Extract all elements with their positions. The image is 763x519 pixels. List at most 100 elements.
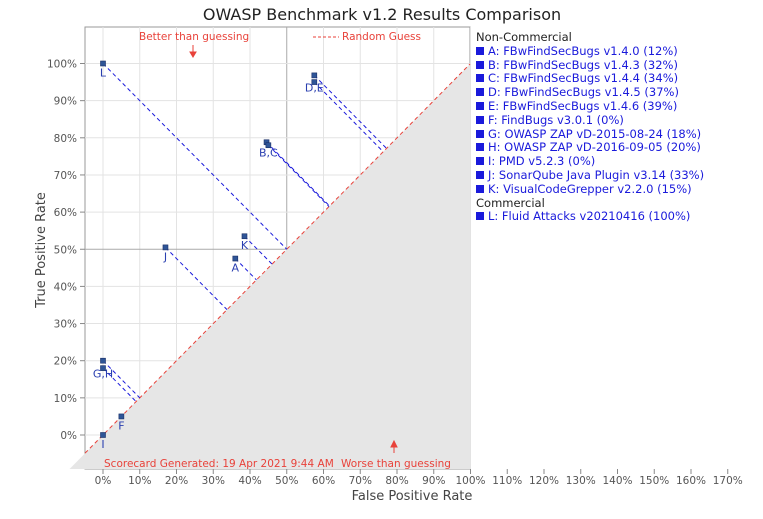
legend-item-label: L: Fluid Attacks v20210416 (100%): [488, 209, 691, 224]
x-tick-label: 60%: [312, 475, 335, 487]
legend-item: I: PMD v5.2.3 (0%): [476, 154, 704, 169]
projection-line: [234, 258, 257, 281]
legend-item: E: FBwFindSecBugs v1.4.6 (39%): [476, 98, 704, 114]
projection-line: [266, 141, 330, 207]
legend-item-label: A: FBwFindSecBugs v1.4.0 (12%): [488, 43, 678, 58]
worse-than-guessing-label: Worse than guessing: [341, 458, 451, 470]
legend-item: L: Fluid Attacks v20210416 (100%): [476, 209, 704, 224]
y-tick-label: 40%: [54, 281, 77, 293]
data-point-f[interactable]: [118, 413, 125, 420]
legend-item-label: B: FBwFindSecBugs v1.4.3 (32%): [488, 57, 678, 72]
chart-title: OWASP Benchmark v1.2 Results Comparison: [203, 5, 561, 24]
x-tick-label: 120%: [529, 475, 559, 487]
legend-item: J: SonarQube Java Plugin v3.14 (33%): [476, 168, 704, 183]
point-label: I: [101, 438, 104, 451]
random-guess-line: [84, 63, 471, 454]
legend-item: C: FBwFindSecBugs v1.4.4 (34%): [476, 71, 704, 86]
projection-line: [313, 75, 387, 149]
x-tick-label: 130%: [566, 475, 596, 487]
point-label: L: [100, 67, 107, 80]
y-tick-label: 100%: [47, 59, 77, 71]
x-axis-ticks: 0% 10% 20% 30% 40% 50% 60% 70% 80% 90% 100% 110% 120…: [95, 469, 743, 487]
x-tick-label: 110%: [492, 475, 522, 487]
projection-line: [102, 63, 288, 250]
data-point-h[interactable]: [100, 357, 106, 364]
data-points: [100, 60, 318, 438]
point-label: B,C: [259, 146, 278, 159]
legend-item-label: F: FindBugs v3.0.1 (0%): [488, 112, 624, 127]
data-point-k[interactable]: [241, 233, 248, 240]
legend-marker: [476, 143, 484, 152]
y-tick-label: 70%: [54, 170, 77, 182]
down-arrow-icon: [189, 45, 197, 58]
legend-marker: [476, 129, 484, 138]
x-tick-label: 70%: [349, 475, 372, 487]
legend-item-label: E: FBwFindSecBugs v1.4.6 (39%): [488, 98, 678, 113]
legend-marker: [476, 60, 484, 69]
data-point-j[interactable]: [162, 244, 169, 251]
y-tick-label: 50%: [54, 244, 77, 256]
data-point-g[interactable]: [100, 365, 106, 371]
legend-marker: [476, 184, 484, 193]
legend-item: G: OWASP ZAP vD-2015-08-24 (18%): [476, 126, 704, 142]
legend-marker: [476, 170, 484, 179]
x-tick-label: 90%: [422, 475, 445, 487]
x-tick-label: 0%: [95, 475, 112, 487]
legend-item: D: FBwFindSecBugs v1.4.5 (37%): [476, 85, 704, 100]
y-tick-label: 20%: [54, 356, 77, 368]
x-tick-label: 10%: [128, 475, 151, 487]
legend-item: F: FindBugs v3.0.1 (0%): [476, 112, 704, 128]
better-than-guessing-label: Better than guessing: [139, 31, 249, 43]
legend-item-label: K: VisualCodeGrepper v2.2.0 (15%): [488, 181, 692, 196]
y-tick-label: 30%: [54, 319, 77, 331]
data-point-l[interactable]: [100, 60, 106, 67]
legend-marker: [476, 212, 484, 221]
point-label: G,H: [93, 367, 113, 380]
legend-item-label: I: PMD v5.2.3 (0%): [488, 154, 596, 169]
legend-marker: [476, 46, 484, 55]
legend-marker: [476, 101, 484, 110]
y-tick-label: 10%: [54, 393, 77, 405]
legend-item-label: H: OWASP ZAP vD-2016-09-05 (20%): [488, 140, 701, 155]
x-tick-label: 40%: [238, 475, 261, 487]
up-arrow-icon: [390, 439, 398, 453]
data-point-c[interactable]: [265, 142, 272, 149]
legend-item-label: C: FBwFindSecBugs v1.4.4 (34%): [488, 71, 679, 86]
legend-item: B: FBwFindSecBugs v1.4.3 (32%): [476, 57, 704, 73]
legend-marker: [476, 115, 484, 124]
y-tick-label: 90%: [54, 96, 77, 108]
legend-item-label: D: FBwFindSecBugs v1.4.5 (37%): [488, 85, 679, 100]
x-tick-label: 30%: [202, 475, 225, 487]
legend-item: A: FBwFindSecBugs v1.4.0 (12%): [476, 43, 704, 59]
x-axis-label: False Positive Rate: [352, 489, 473, 504]
legend-item-label: G: OWASP ZAP vD-2015-08-24 (18%): [488, 126, 702, 141]
data-point-a[interactable]: [232, 255, 239, 262]
point-labels: A B,C D,E F G,H I J K L: [93, 67, 324, 452]
y-axis-label: True Positive Rate: [34, 192, 49, 309]
projection-line: [313, 81, 384, 153]
y-tick-label: 0%: [60, 430, 77, 442]
point-label: A: [232, 262, 240, 275]
point-label: K: [241, 239, 249, 252]
random-guess-label: Random Guess: [342, 31, 421, 43]
random-guess-legend: Random Guess: [313, 31, 421, 43]
legend-item: H: OWASP ZAP vD-2016-09-05 (20%): [476, 140, 704, 155]
data-point-d[interactable]: [311, 72, 318, 79]
projection-line: [268, 144, 330, 207]
y-tick-label: 80%: [54, 133, 77, 145]
projection-lines: [102, 63, 387, 402]
x-tick-label: 80%: [385, 475, 408, 487]
legend-marker: [476, 88, 484, 97]
projection-line: [165, 247, 228, 310]
x-tick-label: 150%: [639, 475, 669, 487]
y-tick-label: 60%: [54, 207, 77, 219]
legend-group-title: Non-Commercial: [476, 30, 572, 44]
x-tick-label: 20%: [165, 475, 188, 487]
x-tick-label: 140%: [602, 475, 632, 487]
data-point-e[interactable]: [311, 79, 318, 85]
data-point-i[interactable]: [100, 432, 106, 438]
y-axis-ticks: 0% 10% 20% 30% 40% 50% 60% 70% 80% 90% 100%: [47, 59, 85, 442]
legend-group-title: Commercial: [476, 195, 545, 210]
point-label: F: [118, 419, 124, 432]
